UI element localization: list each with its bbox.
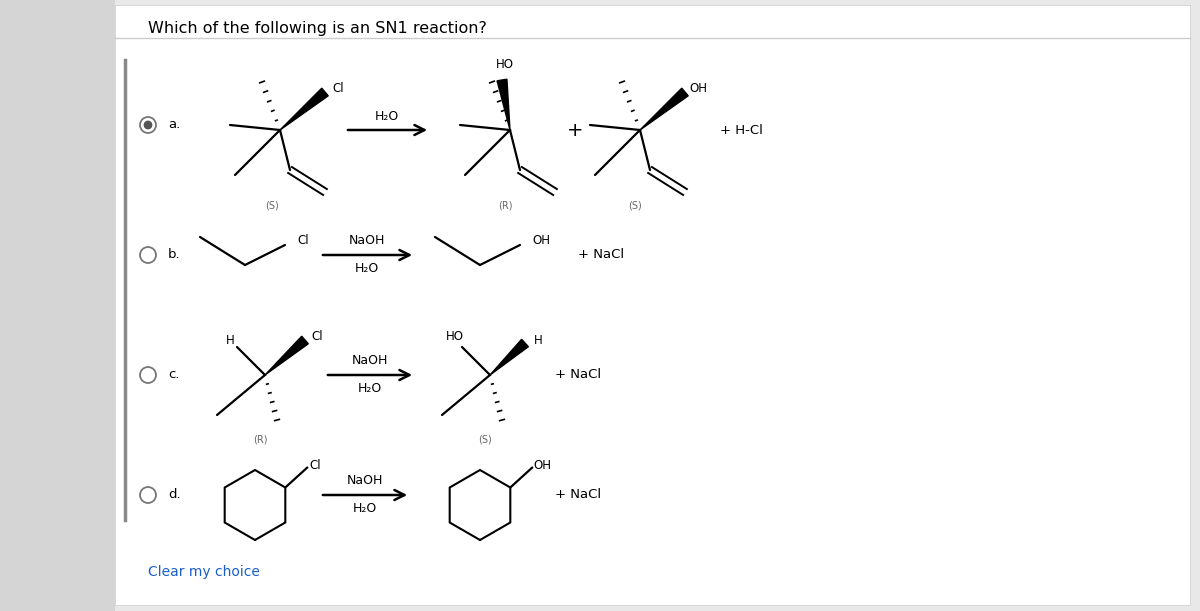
Text: H₂O: H₂O <box>353 502 377 516</box>
Text: OH: OH <box>689 81 707 95</box>
Text: OH: OH <box>533 459 551 472</box>
Text: + H-Cl: + H-Cl <box>720 123 763 136</box>
Text: HO: HO <box>446 331 464 343</box>
Text: H: H <box>226 334 234 346</box>
Text: +: + <box>566 120 583 139</box>
Text: (S): (S) <box>478 435 492 445</box>
Polygon shape <box>497 79 510 130</box>
Text: Clear my choice: Clear my choice <box>148 565 260 579</box>
Text: (S): (S) <box>628 200 642 210</box>
Text: HO: HO <box>496 59 514 71</box>
Text: H₂O: H₂O <box>358 382 382 395</box>
Text: H₂O: H₂O <box>355 263 379 276</box>
Text: NaOH: NaOH <box>349 233 385 246</box>
Circle shape <box>144 120 152 130</box>
Polygon shape <box>490 339 528 375</box>
Text: H₂O: H₂O <box>374 109 400 122</box>
Text: (R): (R) <box>253 435 268 445</box>
Text: Cl: Cl <box>298 235 308 247</box>
Text: Which of the following is an SN1 reaction?: Which of the following is an SN1 reactio… <box>148 21 487 35</box>
Text: d.: d. <box>168 489 181 502</box>
Text: (S): (S) <box>265 200 278 210</box>
Text: OH: OH <box>532 235 550 247</box>
Polygon shape <box>280 88 329 130</box>
FancyBboxPatch shape <box>0 0 115 611</box>
Text: NaOH: NaOH <box>347 474 383 486</box>
Text: + NaCl: + NaCl <box>554 368 601 381</box>
Text: + NaCl: + NaCl <box>554 489 601 502</box>
Polygon shape <box>265 336 308 375</box>
Text: + NaCl: + NaCl <box>578 249 624 262</box>
Text: Cl: Cl <box>310 459 322 472</box>
Text: c.: c. <box>168 368 180 381</box>
FancyBboxPatch shape <box>115 5 1190 605</box>
Text: a.: a. <box>168 119 180 131</box>
Text: Cl: Cl <box>332 81 344 95</box>
Text: (R): (R) <box>498 200 512 210</box>
Text: NaOH: NaOH <box>352 354 388 367</box>
Text: Cl: Cl <box>311 331 323 343</box>
Text: b.: b. <box>168 249 181 262</box>
Text: H: H <box>534 334 542 346</box>
Polygon shape <box>640 88 689 130</box>
